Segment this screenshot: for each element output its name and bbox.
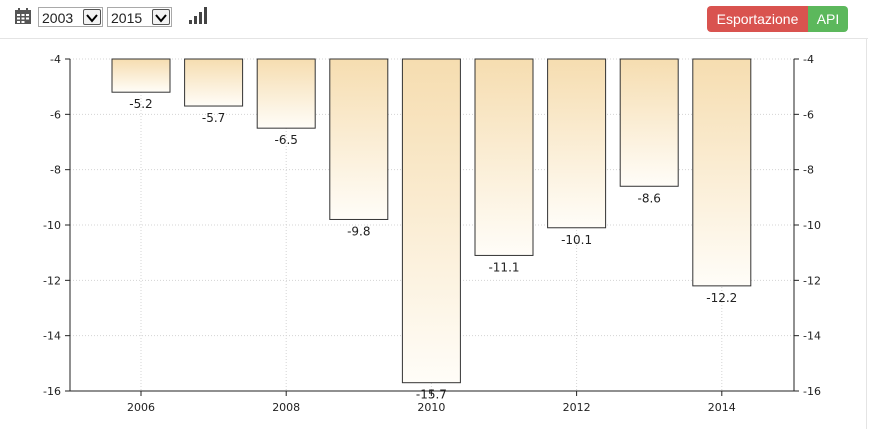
bar: [184, 58, 244, 107]
y-tick-label-right: -6: [803, 108, 814, 121]
export-button[interactable]: Esportazione: [707, 6, 808, 32]
bar: [111, 58, 171, 93]
bar: [401, 58, 461, 384]
bars: [111, 58, 752, 384]
y-tick-label-left: -4: [50, 53, 61, 66]
data-label: -11.1: [488, 260, 519, 274]
bar-chart: -4 -4 -6 -6 -8 -8 -10 -10 -12 -12 -14 -14 -16 -16 2006…: [43, 53, 821, 414]
bar: [329, 58, 389, 220]
api-button[interactable]: API: [808, 6, 848, 32]
y-tick-label-right: -14: [803, 330, 821, 343]
x-tick-label: 2014: [708, 401, 736, 414]
y-tick-label-right: -8: [803, 164, 814, 177]
chevron-down-icon: [152, 9, 170, 25]
y-tick-label-left: -10: [43, 219, 61, 232]
bar: [256, 58, 316, 129]
data-label: -12.2: [706, 291, 737, 305]
y-tick-label-right: -4: [803, 53, 814, 66]
bar-chart-icon[interactable]: [187, 6, 207, 31]
start-year-value: 2003: [42, 10, 74, 26]
y-tick-label-right: -16: [803, 385, 821, 398]
x-tick-label: 2006: [127, 401, 155, 414]
chevron-down-icon: [83, 9, 101, 25]
data-label: -6.5: [274, 133, 297, 147]
bar: [619, 58, 679, 187]
data-label: -15.7: [416, 388, 447, 402]
y-tick-label-left: -12: [43, 274, 61, 287]
bar: [692, 58, 752, 287]
start-year-select[interactable]: 2003: [38, 7, 103, 27]
toolbar: 2003 2015 Esportazione API: [0, 0, 868, 39]
end-year-select[interactable]: 2015: [107, 7, 172, 27]
y-tick-label-left: -6: [50, 108, 61, 121]
axes: -4 -4 -6 -6 -8 -8 -10 -10 -12 -12 -14 -14 -16 -16 2006…: [43, 53, 821, 414]
y-tick-label-left: -14: [43, 330, 61, 343]
bar: [474, 58, 534, 256]
y-tick-label-left: -16: [43, 385, 61, 398]
data-label: -5.2: [129, 97, 152, 111]
x-tick-label: 2008: [272, 401, 300, 414]
end-year-value: 2015: [111, 10, 143, 26]
y-tick-label-right: -10: [803, 219, 821, 232]
data-label: -9.8: [347, 224, 370, 238]
x-tick-label: 2012: [563, 401, 591, 414]
y-tick-label-right: -12: [803, 274, 821, 287]
bar: [547, 58, 607, 229]
x-tick-label: 2010: [417, 401, 445, 414]
data-label: -8.6: [637, 191, 660, 205]
calendar-icon[interactable]: [14, 7, 32, 30]
data-labels: -5.2 -5.7 -6.5 -9.8 -15.7 -11.1 -10.1 -8.6 -12.2: [129, 97, 737, 402]
right-divider: [866, 38, 867, 429]
data-label: -10.1: [561, 233, 592, 247]
y-tick-label-left: -8: [50, 164, 61, 177]
data-label: -5.7: [202, 111, 225, 125]
